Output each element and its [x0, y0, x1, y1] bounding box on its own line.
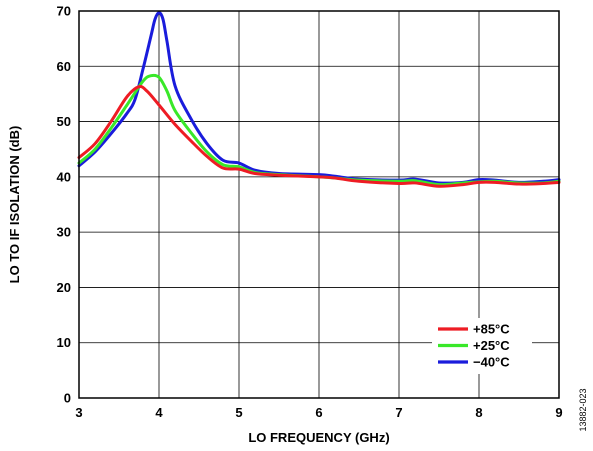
- series-layer: [77, 11, 561, 188]
- x-tick-label: 6: [315, 405, 322, 420]
- legend: +85°C+25°C −40°C: [432, 318, 532, 374]
- grid: [78, 10, 560, 399]
- series-line-0: [77, 85, 561, 188]
- y-axis-title: LO TO IF ISOLATION (dB): [7, 126, 22, 284]
- x-tick-label: 9: [555, 405, 562, 420]
- legend-label-1: +25°C: [473, 338, 510, 353]
- x-tick-label: 7: [395, 405, 402, 420]
- y-tick-label: 10: [57, 335, 71, 350]
- legend-label-0: +85°C: [473, 322, 510, 337]
- x-tick-label: 5: [235, 405, 242, 420]
- x-axis-title: LO FREQUENCY (GHz): [248, 430, 389, 445]
- legend-label-2: −40°C: [473, 355, 510, 370]
- tick-layer: 3 4 5 6 7 8 9 0 10 20 30 40 50 60 70: [57, 4, 563, 421]
- figure-id: 13882-023: [578, 388, 588, 431]
- x-tick-label: 4: [155, 405, 163, 420]
- y-tick-label: 20: [57, 280, 71, 295]
- y-tick-label: 50: [57, 114, 71, 129]
- plot-frame: [78, 10, 560, 399]
- x-tick-label: 3: [75, 405, 82, 420]
- y-tick-label: 70: [57, 4, 71, 19]
- x-tick-label: 8: [475, 405, 482, 420]
- y-tick-label: 60: [57, 59, 71, 74]
- y-tick-label: 30: [57, 225, 71, 240]
- y-tick-label: 40: [57, 169, 71, 184]
- y-tick-label: 0: [64, 391, 71, 406]
